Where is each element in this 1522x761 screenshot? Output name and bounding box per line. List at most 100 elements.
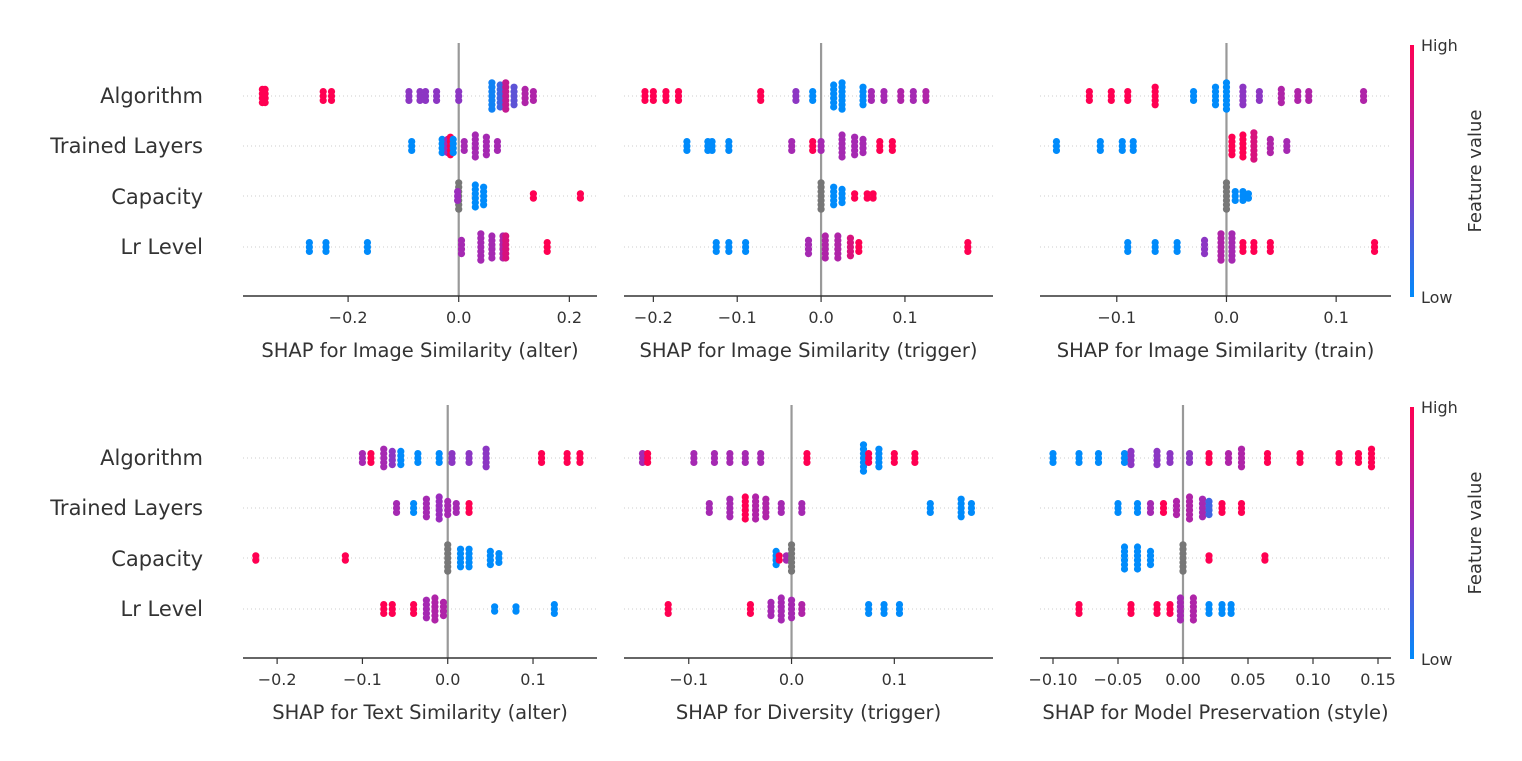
shap-point <box>683 146 691 154</box>
x-axis-title: SHAP for Image Similarity (train) <box>1057 339 1375 362</box>
colorbar-top: High Low Feature value <box>1410 36 1486 307</box>
shap-point <box>767 612 775 620</box>
shap-point <box>449 149 457 157</box>
shap-point <box>408 146 416 154</box>
shap-point <box>502 254 510 262</box>
shap-point <box>964 247 972 255</box>
shap-point <box>690 458 698 466</box>
shap-point <box>1153 461 1161 469</box>
shap-point <box>777 616 785 624</box>
shap-point <box>1305 96 1313 104</box>
colorbar-gradient <box>1410 407 1414 659</box>
shap-point <box>890 458 898 466</box>
shap-point <box>1166 609 1174 618</box>
shap-point <box>480 201 488 209</box>
shap-point <box>397 461 405 469</box>
x-tick-label: 0.0 <box>435 670 460 689</box>
x-tick-label: −0.05 <box>1093 670 1142 689</box>
panel-image-similarity-train: −0.1 0.0 0.1 SHAP for Image Similarity (tra… <box>1040 43 1391 362</box>
shap-point <box>838 199 846 207</box>
shap-point <box>644 458 652 466</box>
shap-point <box>1146 561 1155 569</box>
shap-point <box>1107 96 1115 104</box>
shap-point <box>804 250 813 258</box>
x-tick-label: 0.1 <box>892 308 917 327</box>
shap-point <box>465 458 473 466</box>
shap-point <box>859 149 867 157</box>
shap-point <box>834 254 842 262</box>
shap-point <box>448 458 456 466</box>
colorbar-title: Feature value <box>1465 472 1486 595</box>
shap-point <box>865 458 873 466</box>
shap-point <box>809 146 817 154</box>
shap-point <box>1075 458 1083 466</box>
shap-point <box>388 609 396 618</box>
shap-point <box>922 96 930 104</box>
panel-image-similarity-trigger: −0.2 −0.1 0.0 0.1 SHAP for Image Similarity … <box>624 43 993 362</box>
x-tick-label: −0.1 <box>669 670 708 689</box>
shap-point <box>444 510 452 519</box>
shap-point <box>496 103 504 111</box>
shap-point <box>495 558 503 567</box>
x-tick-label: 0.0 <box>779 670 804 689</box>
shap-point <box>432 96 441 104</box>
x-tick-label: 0.1 <box>520 670 545 689</box>
shap-point <box>471 203 479 211</box>
shap-point <box>431 616 439 624</box>
shap-point <box>491 607 499 615</box>
shap-point <box>967 508 976 516</box>
feature-labels-bottom: Algorithm Trained Layers Capacity Lr Lev… <box>49 446 203 621</box>
shap-point <box>742 247 750 255</box>
shap-point <box>741 515 749 523</box>
x-tick-label: −0.2 <box>329 308 368 327</box>
shap-point <box>435 458 443 466</box>
shap-point <box>1237 508 1246 516</box>
x-tick-label: −0.2 <box>258 670 297 689</box>
shap-point <box>1263 458 1272 466</box>
feature-label: Algorithm <box>100 84 203 108</box>
shap-point <box>880 609 888 618</box>
shap-point <box>1211 101 1220 109</box>
shap-point <box>521 99 529 107</box>
shap-point <box>762 513 770 521</box>
shap-point <box>363 247 372 255</box>
panel-image-similarity-alter: −0.2 0.0 0.2 SHAP for Image Similarity (alt… <box>243 43 597 362</box>
shap-point <box>543 247 551 255</box>
shap-point <box>638 458 647 466</box>
shap-point <box>1335 458 1343 466</box>
shap-point <box>1189 616 1197 624</box>
panel-model-preservation-style: −0.10 −0.05 0.00 0.05 0.10 0.15 SHAP for Model… <box>1028 405 1396 724</box>
shap-point <box>897 96 905 104</box>
shap-point <box>1239 247 1247 255</box>
shap-point <box>926 508 934 516</box>
x-tick-label: 0.0 <box>808 308 833 327</box>
feature-label: Lr Level <box>121 235 203 259</box>
shap-point <box>422 513 430 521</box>
shap-point <box>1237 463 1246 471</box>
shap-point <box>817 146 825 154</box>
shap-point <box>405 96 413 104</box>
x-tick-label: 0.2 <box>557 308 582 327</box>
shap-point <box>830 201 838 209</box>
shap-point <box>488 254 496 262</box>
shap-point <box>482 151 490 159</box>
shap-point <box>1266 247 1274 255</box>
colorbar-high-label: High <box>1421 398 1458 417</box>
shap-point <box>705 508 713 516</box>
shap-point <box>1129 146 1137 154</box>
shap-point <box>741 458 749 466</box>
colorbar-title: Feature value <box>1465 110 1486 233</box>
shap-point <box>1261 556 1269 564</box>
shap-point <box>876 146 884 154</box>
shap-point <box>751 515 760 523</box>
shap-point <box>358 458 367 466</box>
shap-point <box>1185 515 1194 523</box>
x-axis-title: SHAP for Text Similarity (alter) <box>272 701 568 724</box>
x-tick-label: −0.2 <box>634 308 673 327</box>
shap-point <box>1198 513 1207 521</box>
shap-point <box>465 508 473 516</box>
shap-point <box>911 458 919 466</box>
shap-point <box>867 96 876 104</box>
shap-point <box>456 563 465 571</box>
